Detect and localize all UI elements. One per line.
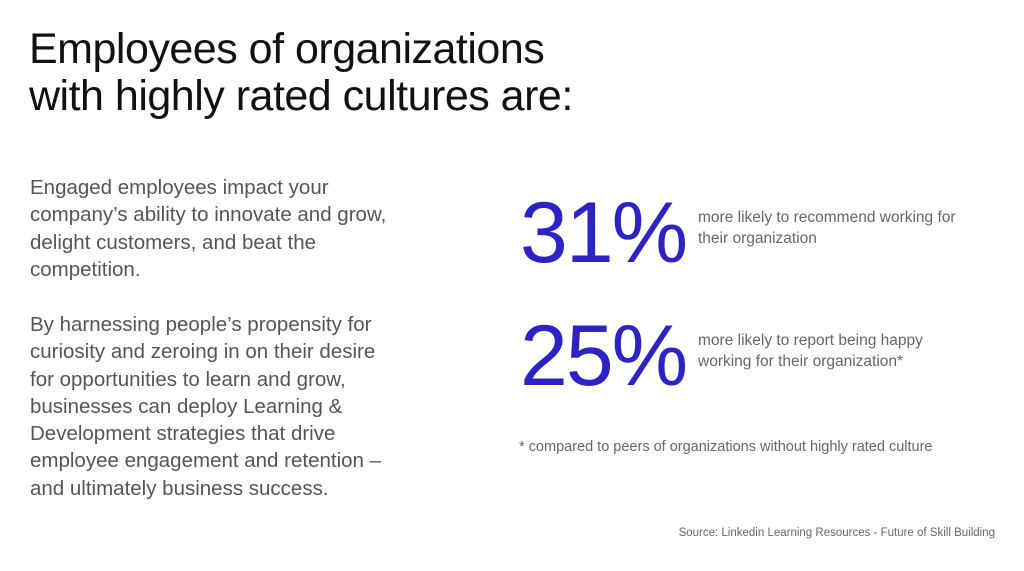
stat-description-line: working for their organization* (698, 353, 904, 370)
paragraph-line: curiosity and zeroing in on their desire (30, 340, 376, 364)
stat-description-line: more likely to report being happy (698, 332, 923, 349)
stat-description-line: more likely to recommend working for (698, 209, 956, 226)
paragraph-line: By harnessing people’s propensity for (30, 313, 372, 336)
paragraph-line: competition. (30, 257, 141, 281)
stat-value-happy: 25% (520, 308, 688, 404)
paragraph-line: for opportunities to learn and grow, (30, 367, 346, 391)
stat-description-line: their organization (698, 230, 817, 247)
paragraph-line: and ultimately business success. (30, 476, 329, 500)
paragraph-line: delight customers, and beat the (30, 230, 317, 254)
paragraph-line: Development strategies that drive (30, 422, 336, 446)
stat-description-recommend: more likely to recommend working for the… (698, 207, 956, 249)
source-citation: Source: Linkedin Learning Resources - Fu… (678, 527, 995, 539)
paragraph-line: company’s ability to innovate and grow, (30, 203, 387, 227)
paragraph-line: employee engagement and retention – (30, 449, 382, 473)
title-line: Employees of organizations (29, 25, 545, 73)
stat-value-recommend: 31% (520, 185, 688, 281)
footnote: * compared to peers of organizations wit… (519, 439, 933, 455)
title-line: with highly rated cultures are: (29, 72, 573, 120)
paragraph-line: businesses can deploy Learning & (30, 394, 343, 418)
paragraph-line: Engaged employees impact your (30, 176, 329, 199)
intro-paragraph: Engaged employees impact your company’s … (30, 174, 386, 283)
slide-title: Employees of organizations with highly r… (29, 26, 573, 120)
stat-description-happy: more likely to report being happy workin… (698, 330, 923, 372)
strategy-paragraph: By harnessing people’s propensity for cu… (30, 311, 381, 502)
